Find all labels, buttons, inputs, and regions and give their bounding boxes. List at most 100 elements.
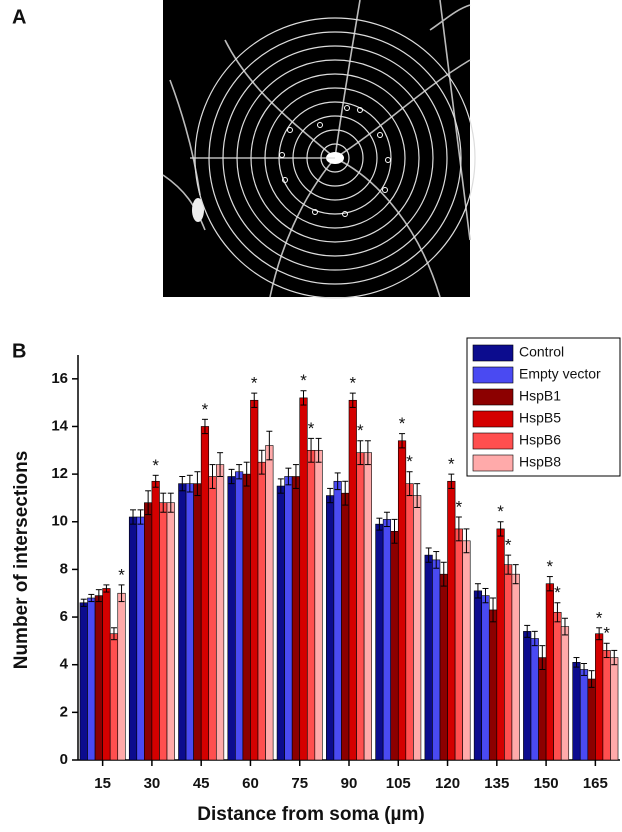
bar xyxy=(193,483,202,761)
error-bar xyxy=(209,464,216,489)
bar xyxy=(242,473,251,761)
bar xyxy=(488,609,498,761)
error-bar xyxy=(277,478,284,494)
x-tick-label: 45 xyxy=(193,775,210,792)
error-bar xyxy=(391,518,398,544)
bar xyxy=(413,495,422,761)
error-bar xyxy=(228,468,235,485)
intersection-marker xyxy=(357,107,363,113)
sholl-circle xyxy=(264,87,406,229)
bar xyxy=(473,590,483,761)
x-tick-label: 60 xyxy=(242,775,259,792)
bar xyxy=(462,540,471,761)
error-bar xyxy=(285,467,292,486)
bar xyxy=(454,528,463,761)
significance-marker: * xyxy=(406,452,413,471)
error-bar xyxy=(425,547,432,563)
significance-marker: * xyxy=(497,502,504,521)
legend-label: Control xyxy=(519,344,564,360)
bar xyxy=(496,528,505,761)
legend-swatch xyxy=(472,366,514,384)
significance-marker: * xyxy=(554,583,561,602)
error-bar xyxy=(463,528,470,554)
error-bar xyxy=(512,564,519,585)
error-bar xyxy=(292,464,299,489)
x-tick-label: 135 xyxy=(484,775,509,792)
bar xyxy=(545,583,554,761)
bar xyxy=(397,440,407,761)
bar xyxy=(299,397,308,761)
error-bar xyxy=(546,576,553,592)
error-bar xyxy=(581,663,588,676)
bar xyxy=(79,602,88,761)
significance-marker: * xyxy=(547,557,554,576)
legend-label: Empty vector xyxy=(519,366,601,382)
legend-label: HspB1 xyxy=(519,388,561,404)
sholl-circle xyxy=(236,59,434,257)
bar xyxy=(291,476,301,761)
legend-label: HspB6 xyxy=(519,432,561,448)
bar xyxy=(432,559,441,761)
bar xyxy=(102,588,111,761)
significance-marker: * xyxy=(118,565,125,584)
y-tick-label: 2 xyxy=(60,703,68,720)
bar xyxy=(185,483,194,761)
error-bar xyxy=(194,471,201,497)
intersection-marker xyxy=(344,105,350,111)
intersection-marker xyxy=(287,127,293,133)
x-tick-label: 30 xyxy=(144,775,161,792)
y-tick-label: 12 xyxy=(51,465,68,482)
panel-label: A xyxy=(12,6,26,28)
error-bar xyxy=(455,516,462,542)
error-bar xyxy=(531,630,538,647)
error-bar xyxy=(251,392,258,408)
bar xyxy=(215,464,225,761)
bar xyxy=(109,633,119,761)
intersection-marker xyxy=(377,132,383,138)
error-bar xyxy=(474,583,481,599)
error-bar xyxy=(561,617,568,636)
significance-marker: * xyxy=(152,456,159,475)
bar xyxy=(265,445,274,761)
bar xyxy=(375,523,384,761)
bar xyxy=(530,638,539,761)
error-bar xyxy=(137,509,144,525)
sholl-circle xyxy=(292,115,378,201)
error-bar xyxy=(573,657,580,668)
intersection-marker xyxy=(342,211,348,217)
error-bar xyxy=(217,452,224,477)
bar xyxy=(405,483,414,761)
error-bar xyxy=(603,642,610,659)
error-bar xyxy=(342,480,349,506)
bar xyxy=(136,516,145,761)
error-bar xyxy=(440,561,447,587)
y-tick-label: 8 xyxy=(60,560,68,577)
soma xyxy=(192,198,204,222)
error-bar xyxy=(349,392,356,408)
error-bar xyxy=(539,645,546,670)
error-bar xyxy=(588,670,595,688)
error-bar xyxy=(80,598,87,607)
y-tick-label: 0 xyxy=(60,751,68,768)
bar xyxy=(128,516,138,761)
bar xyxy=(159,502,168,761)
bar xyxy=(579,669,589,761)
error-bar xyxy=(406,471,413,497)
intersection-marker xyxy=(317,122,323,128)
bar xyxy=(257,461,266,761)
bar xyxy=(553,611,562,761)
error-bar xyxy=(376,517,383,531)
y-tick-label: 16 xyxy=(51,370,68,387)
sholl-circle xyxy=(320,143,350,173)
bar xyxy=(151,480,160,761)
legend-swatch xyxy=(472,410,514,428)
significance-marker: * xyxy=(251,374,258,393)
legend-swatch xyxy=(472,454,514,472)
significance-marker: * xyxy=(603,624,610,643)
bar xyxy=(314,449,323,761)
bar xyxy=(538,657,547,761)
x-tick-label: 120 xyxy=(435,775,460,792)
bar xyxy=(87,597,96,761)
bar xyxy=(572,662,581,761)
